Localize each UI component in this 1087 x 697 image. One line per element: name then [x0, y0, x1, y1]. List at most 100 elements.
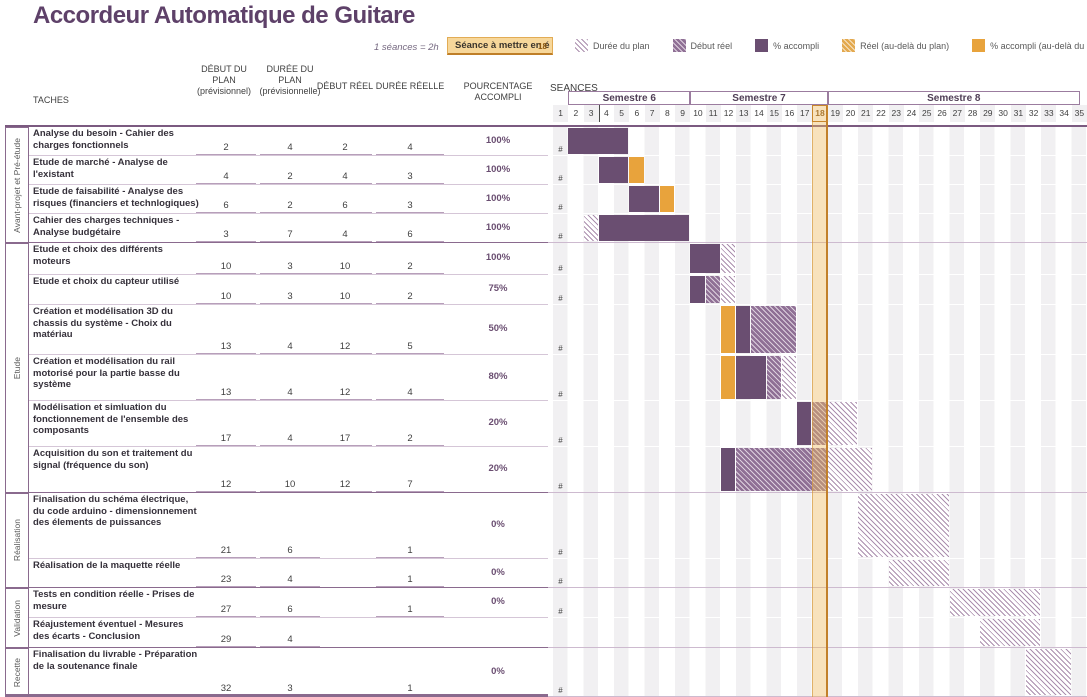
duree-reelle-cell[interactable]: 3 — [376, 171, 444, 184]
duree-plan-cell[interactable]: 2 — [260, 171, 320, 184]
pourcentage-cell[interactable]: 0% — [491, 665, 505, 677]
debut-plan-cell[interactable]: 4 — [196, 171, 256, 184]
duree-reelle-cell[interactable]: 5 — [376, 341, 444, 354]
task-name[interactable]: Modélisation et simluation du fonctionne… — [33, 402, 189, 436]
task-name[interactable]: Création et modélisation 3D du chassis d… — [33, 306, 173, 340]
debut-plan-cell[interactable]: 13 — [196, 387, 256, 400]
duree-plan-cell[interactable]: 6 — [260, 545, 320, 558]
task-name[interactable]: Etude et choix des différents moteurs — [33, 244, 163, 267]
pourcentage-cell[interactable]: 50% — [488, 323, 508, 334]
pourcentage-cell[interactable]: 100% — [485, 192, 511, 204]
pourcentage-cell[interactable]: 0% — [491, 519, 505, 530]
chart-row[interactable]: # — [548, 447, 1087, 493]
chart-row[interactable]: # — [548, 588, 1087, 618]
duree-plan-cell[interactable]: 4 — [260, 341, 320, 354]
chart-row[interactable]: # — [548, 355, 1087, 401]
duree-plan-cell[interactable]: 3 — [260, 261, 320, 274]
chart-row[interactable] — [548, 618, 1087, 648]
task-name[interactable]: Cahier des charges techniques - Analyse … — [33, 215, 180, 238]
duree-reelle-cell[interactable]: 2 — [376, 291, 444, 304]
highlight-session-value[interactable]: 18 — [538, 42, 547, 51]
duree-plan-cell[interactable]: 10 — [260, 479, 320, 492]
debut-reel-cell[interactable]: 4 — [318, 171, 372, 184]
debut-plan-cell[interactable]: 21 — [196, 545, 256, 558]
duree-plan-cell[interactable]: 4 — [260, 387, 320, 400]
task-name[interactable]: Finalisation du schéma électrique, du co… — [33, 494, 197, 528]
debut-plan-cell[interactable]: 29 — [196, 634, 256, 647]
duree-reelle-cell[interactable]: 4 — [376, 387, 444, 400]
duree-reelle-cell[interactable]: 2 — [376, 433, 444, 446]
debut-plan-cell[interactable]: 23 — [196, 574, 256, 587]
pourcentage-cell[interactable]: 0% — [491, 566, 505, 578]
task-name[interactable]: Etude et choix du capteur utilisé — [33, 276, 180, 287]
debut-reel-cell[interactable]: 12 — [318, 479, 372, 492]
debut-plan-cell[interactable]: 13 — [196, 341, 256, 354]
duree-plan-cell[interactable]: 4 — [260, 574, 320, 587]
duree-reelle-cell[interactable]: 3 — [376, 200, 444, 213]
debut-reel-cell[interactable] — [318, 574, 372, 587]
debut-reel-cell[interactable]: 12 — [318, 387, 372, 400]
chart-row[interactable]: # — [548, 305, 1087, 355]
task-name[interactable]: Réajustement éventuel - Mesures des écar… — [33, 619, 184, 642]
duree-reelle-cell[interactable]: 1 — [376, 574, 444, 587]
duree-plan-cell[interactable]: 2 — [260, 200, 320, 213]
debut-reel-cell[interactable]: 6 — [318, 200, 372, 213]
task-name[interactable]: Finalisation du livrable - Préparation d… — [33, 649, 198, 672]
debut-plan-cell[interactable]: 6 — [196, 200, 256, 213]
task-name[interactable]: Réalisation de la maquette réelle — [33, 560, 181, 571]
debut-plan-cell[interactable]: 3 — [196, 229, 256, 242]
pourcentage-cell[interactable]: 20% — [488, 463, 508, 474]
task-name[interactable]: Analyse du besoin - Cahier des charges f… — [33, 128, 174, 151]
debut-reel-cell[interactable]: 4 — [318, 229, 372, 242]
duree-plan-cell[interactable]: 3 — [260, 291, 320, 304]
debut-plan-cell[interactable]: 17 — [196, 433, 256, 446]
chart-row[interactable]: # — [548, 648, 1087, 697]
duree-reelle-cell[interactable]: 1 — [376, 545, 444, 558]
debut-plan-cell[interactable]: 10 — [196, 261, 256, 274]
duree-plan-cell[interactable]: 4 — [260, 634, 320, 647]
chart-row[interactable]: # — [548, 559, 1087, 588]
pourcentage-cell[interactable]: 20% — [488, 417, 508, 428]
task-name[interactable]: Création et modélisation du rail motoris… — [33, 356, 180, 390]
chart-row[interactable]: # — [548, 214, 1087, 243]
chart-row[interactable]: # — [548, 243, 1087, 275]
chart-row[interactable]: # — [548, 127, 1087, 156]
duree-reelle-cell[interactable]: 7 — [376, 479, 444, 492]
pourcentage-cell[interactable]: 75% — [488, 283, 508, 294]
chart-row[interactable]: # — [548, 156, 1087, 185]
debut-reel-cell[interactable]: 12 — [318, 341, 372, 354]
debut-plan-cell[interactable]: 12 — [196, 479, 256, 492]
debut-reel-cell[interactable]: 10 — [318, 291, 372, 304]
chart-row[interactable]: # — [548, 493, 1087, 559]
task-name[interactable]: Etude de faisabilité - Analyse des risqu… — [33, 186, 199, 209]
seance-number-highlighted[interactable]: 18 — [815, 108, 825, 118]
pourcentage-cell[interactable]: 100% — [485, 221, 511, 233]
debut-reel-cell[interactable]: 10 — [318, 261, 372, 274]
chart-row[interactable]: # — [548, 185, 1087, 214]
debut-reel-cell[interactable]: 17 — [318, 433, 372, 446]
duree-reelle-cell[interactable]: 1 — [376, 604, 444, 617]
chart-row[interactable]: # — [548, 275, 1087, 305]
duree-plan-cell[interactable]: 7 — [260, 229, 320, 242]
debut-reel-cell[interactable] — [318, 604, 372, 617]
pourcentage-cell[interactable]: 80% — [488, 371, 508, 382]
duree-plan-cell[interactable]: 6 — [260, 604, 320, 617]
duree-reelle-cell[interactable] — [376, 634, 444, 647]
pourcentage-cell[interactable]: 100% — [485, 163, 511, 175]
pourcentage-cell[interactable]: 0% — [491, 596, 505, 607]
duree-reelle-cell[interactable]: 6 — [376, 229, 444, 242]
debut-reel-cell[interactable]: 2 — [318, 142, 372, 155]
debut-reel-cell[interactable] — [318, 545, 372, 558]
task-name[interactable]: Acquisition du son et traitement du sign… — [33, 448, 193, 471]
task-name[interactable]: Etude de marché - Analyse de l'existant — [33, 157, 168, 180]
duree-plan-cell[interactable]: 4 — [260, 142, 320, 155]
debut-reel-cell[interactable] — [318, 634, 372, 647]
duree-plan-cell[interactable]: 4 — [260, 433, 320, 446]
task-name[interactable]: Tests en condition réelle - Prises de me… — [33, 589, 195, 612]
duree-reelle-cell[interactable]: 4 — [376, 142, 444, 155]
highlight-session-cell[interactable]: Séance à mettre en é 18 — [447, 37, 553, 55]
chart-row[interactable]: # — [548, 401, 1087, 447]
pourcentage-cell[interactable]: 100% — [485, 134, 511, 146]
debut-plan-cell[interactable]: 10 — [196, 291, 256, 304]
pourcentage-cell[interactable]: 100% — [485, 252, 511, 263]
